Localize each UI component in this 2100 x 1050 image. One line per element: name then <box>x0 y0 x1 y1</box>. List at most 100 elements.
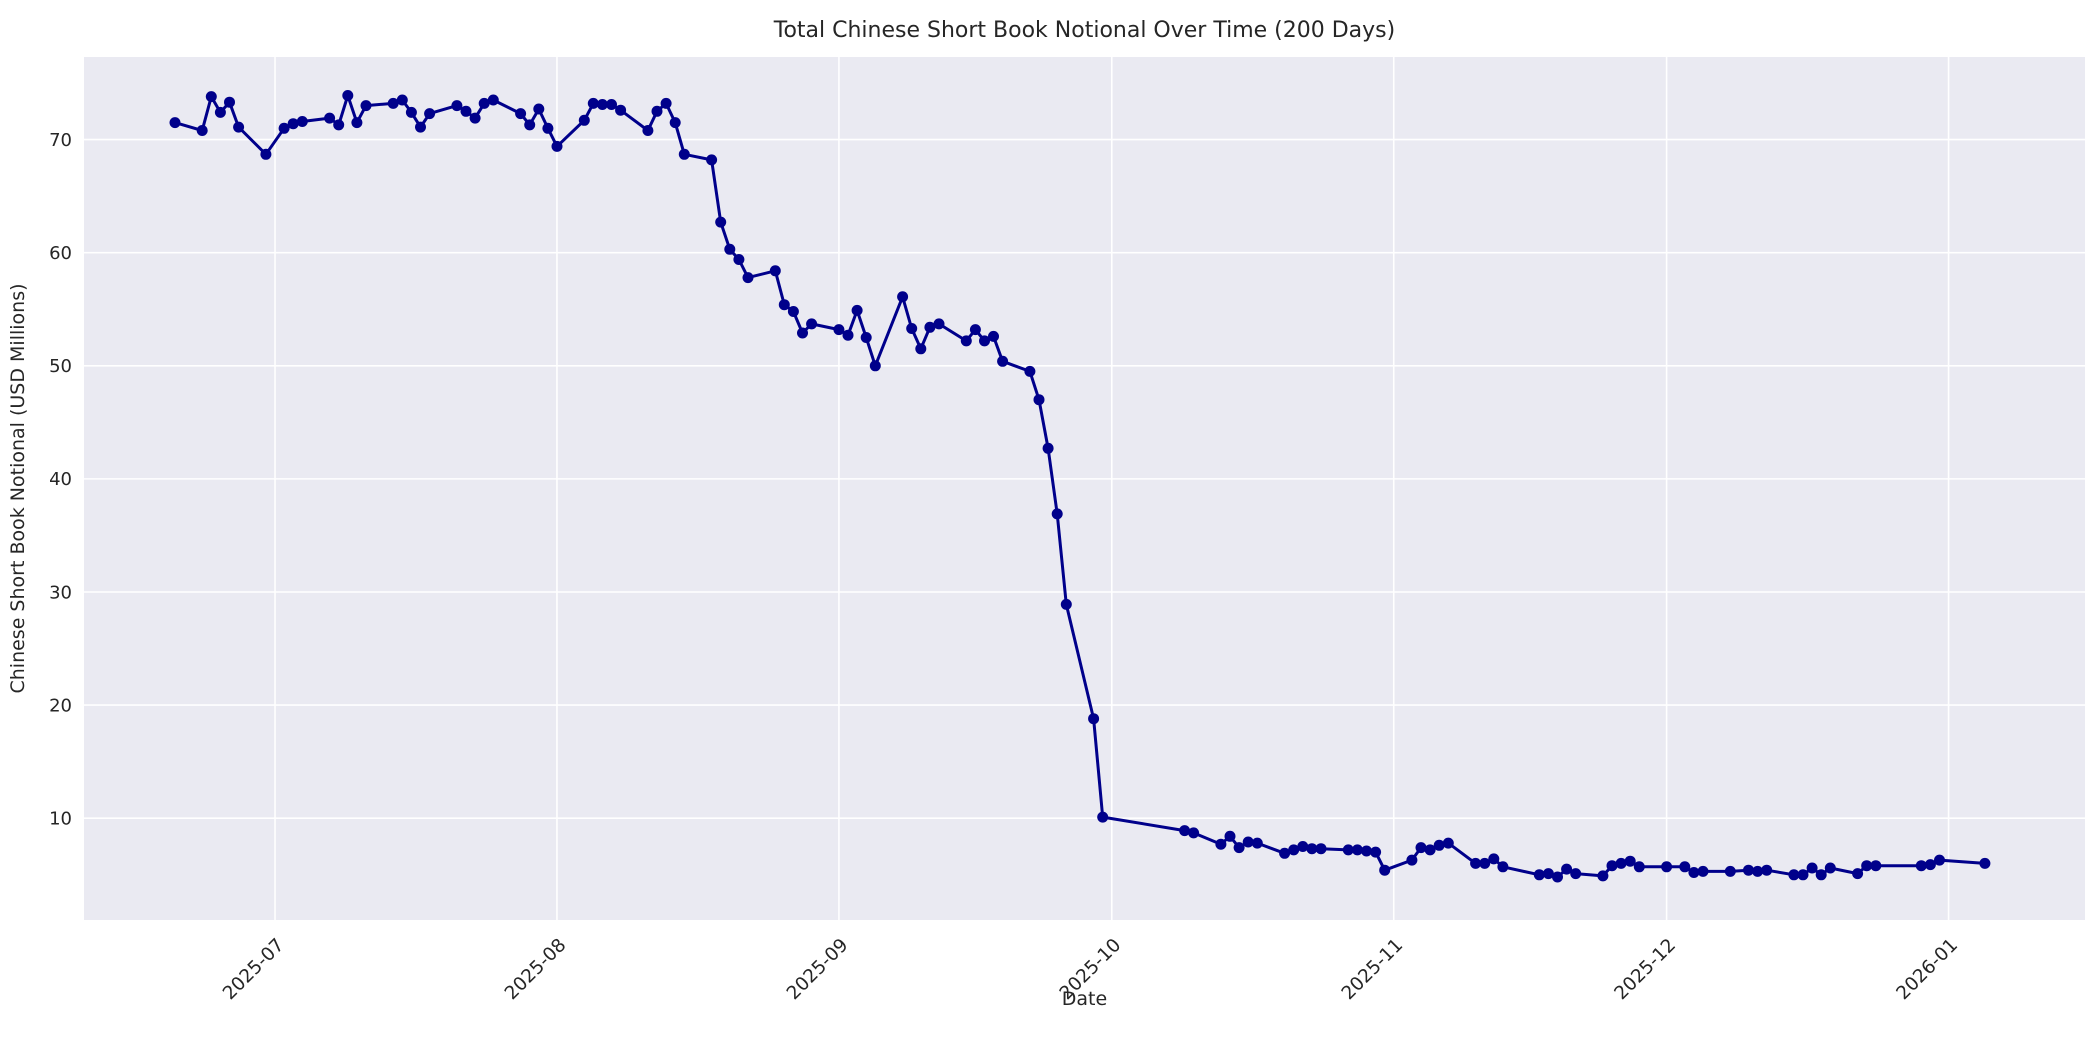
data-point <box>1497 861 1509 873</box>
data-point <box>196 125 208 136</box>
data-point <box>860 332 872 343</box>
data-point <box>1552 871 1563 883</box>
data-point <box>1824 862 1836 874</box>
data-point <box>1679 861 1691 873</box>
data-point <box>1097 811 1109 823</box>
data-point <box>724 243 736 255</box>
y-tick-label: 30 <box>49 582 72 603</box>
data-point <box>924 321 936 333</box>
data-point <box>997 355 1009 367</box>
data-point <box>360 100 372 112</box>
data-point <box>1060 598 1072 610</box>
data-point <box>606 99 617 110</box>
data-point <box>669 117 681 129</box>
x-axis-label: Date <box>1061 988 1108 1010</box>
data-point <box>487 94 499 106</box>
data-point <box>424 108 436 120</box>
data-point <box>287 118 299 130</box>
data-point <box>1342 844 1354 856</box>
data-point <box>660 97 672 109</box>
data-point <box>524 119 536 131</box>
data-point <box>1915 860 1927 872</box>
data-point <box>706 154 718 166</box>
plot-area <box>84 57 2085 920</box>
data-point <box>1861 860 1873 872</box>
data-point <box>551 140 563 152</box>
data-point <box>169 117 181 129</box>
data-point <box>1688 867 1700 878</box>
data-point <box>915 343 927 355</box>
data-point <box>869 360 881 372</box>
data-point <box>1251 837 1263 849</box>
data-point <box>1979 857 1991 869</box>
data-point <box>1934 854 1945 866</box>
y-tick-label: 10 <box>49 809 72 830</box>
y-tick-label: 40 <box>49 469 72 490</box>
data-point <box>587 97 599 109</box>
data-point <box>1633 861 1645 873</box>
data-point <box>1697 865 1709 877</box>
data-point <box>906 323 918 334</box>
data-point <box>1379 864 1391 876</box>
data-point <box>351 117 363 129</box>
data-point <box>542 122 554 134</box>
data-point <box>333 119 345 131</box>
data-point <box>214 106 226 118</box>
data-point <box>1297 841 1309 852</box>
data-point <box>979 335 990 347</box>
data-point <box>1024 365 1036 377</box>
y-tick-label: 20 <box>49 695 72 716</box>
data-point <box>1488 853 1500 865</box>
data-point <box>1042 442 1054 454</box>
data-point <box>1470 857 1482 869</box>
data-point <box>778 299 790 311</box>
data-point <box>1406 854 1418 866</box>
data-point <box>1306 843 1318 855</box>
data-point <box>1870 860 1882 872</box>
data-point <box>851 304 863 316</box>
data-point <box>596 99 608 110</box>
data-point <box>1242 836 1254 848</box>
data-point <box>715 216 727 228</box>
data-point <box>515 108 527 120</box>
data-point <box>405 106 417 118</box>
data-point <box>651 105 663 117</box>
data-point <box>797 327 808 339</box>
data-point <box>460 105 472 117</box>
data-point <box>1479 857 1491 869</box>
data-point <box>1615 857 1627 869</box>
data-point <box>1752 865 1764 877</box>
data-point <box>205 91 217 103</box>
data-point <box>842 329 854 341</box>
y-tick-label: 70 <box>49 130 72 151</box>
data-point <box>1233 842 1245 854</box>
data-point <box>806 318 818 330</box>
data-point <box>1597 870 1609 882</box>
data-point <box>897 291 909 303</box>
data-point <box>1351 844 1363 856</box>
data-point <box>1033 394 1045 406</box>
data-point <box>578 114 590 126</box>
data-point <box>969 324 981 336</box>
data-point <box>742 272 754 284</box>
data-point <box>1724 865 1736 877</box>
data-point <box>296 116 308 127</box>
data-point <box>1315 843 1327 855</box>
data-point <box>1852 868 1864 880</box>
data-point <box>1806 862 1818 874</box>
data-point <box>1288 844 1300 856</box>
data-point <box>324 112 336 124</box>
data-point <box>1924 859 1936 871</box>
data-point <box>1542 868 1554 880</box>
data-point <box>787 306 799 317</box>
data-point <box>1661 861 1673 873</box>
data-point <box>224 96 235 108</box>
data-point <box>615 104 627 116</box>
data-point <box>833 324 845 336</box>
data-point <box>1606 860 1618 872</box>
data-point <box>1788 869 1800 881</box>
data-point <box>642 125 654 136</box>
y-tick-label: 50 <box>49 356 72 377</box>
